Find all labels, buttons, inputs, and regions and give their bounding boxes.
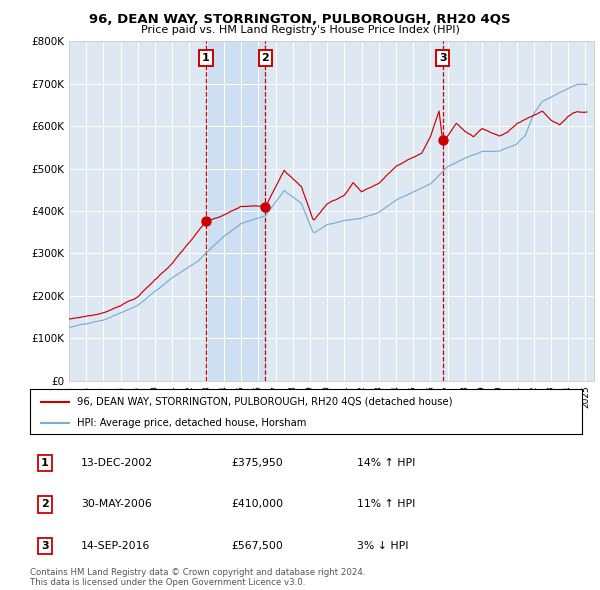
- Text: 2: 2: [262, 53, 269, 63]
- Text: 3: 3: [439, 53, 446, 63]
- Text: 14% ↑ HPI: 14% ↑ HPI: [357, 458, 415, 468]
- Bar: [206, 41, 265, 381]
- Text: 13-DEC-2002: 13-DEC-2002: [81, 458, 153, 468]
- Text: £567,500: £567,500: [231, 541, 283, 550]
- Text: Contains HM Land Registry data © Crown copyright and database right 2024.
This d: Contains HM Land Registry data © Crown c…: [30, 568, 365, 587]
- Text: 96, DEAN WAY, STORRINGTON, PULBOROUGH, RH20 4QS (detached house): 96, DEAN WAY, STORRINGTON, PULBOROUGH, R…: [77, 397, 452, 407]
- Text: HPI: Average price, detached house, Horsham: HPI: Average price, detached house, Hors…: [77, 418, 306, 428]
- Text: £375,950: £375,950: [231, 458, 283, 468]
- Text: 3: 3: [41, 541, 49, 550]
- Text: 30-MAY-2006: 30-MAY-2006: [81, 500, 152, 509]
- Text: 11% ↑ HPI: 11% ↑ HPI: [357, 500, 415, 509]
- Text: 3% ↓ HPI: 3% ↓ HPI: [357, 541, 409, 550]
- Text: Price paid vs. HM Land Registry's House Price Index (HPI): Price paid vs. HM Land Registry's House …: [140, 25, 460, 35]
- Text: 14-SEP-2016: 14-SEP-2016: [81, 541, 151, 550]
- Text: 1: 1: [41, 458, 49, 468]
- Text: 2: 2: [41, 500, 49, 509]
- Text: £410,000: £410,000: [231, 500, 283, 509]
- Text: 1: 1: [202, 53, 210, 63]
- Text: 96, DEAN WAY, STORRINGTON, PULBOROUGH, RH20 4QS: 96, DEAN WAY, STORRINGTON, PULBOROUGH, R…: [89, 13, 511, 26]
